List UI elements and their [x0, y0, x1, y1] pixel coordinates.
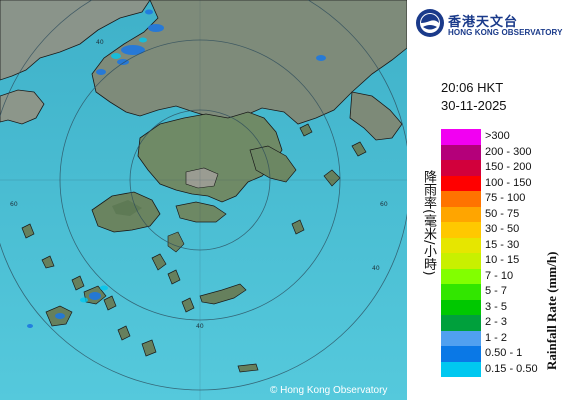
- ring-label: 40: [96, 39, 104, 46]
- legend-swatch: [441, 206, 481, 222]
- hko-emblem-icon: [416, 9, 444, 37]
- observation-date: 30-11-2025: [441, 98, 507, 113]
- legend-range-label: 7 - 10: [485, 269, 514, 282]
- org-name-en: HONG KONG OBSERVATORY: [448, 28, 563, 37]
- legend-swatch: [441, 284, 481, 300]
- legend-range-label: 100 - 150: [485, 176, 532, 189]
- legend-swatch: [441, 237, 481, 253]
- legend-range-label: 10 - 15: [485, 254, 520, 266]
- legend-swatch: [441, 299, 481, 315]
- legend-swatch: [441, 315, 481, 331]
- legend-swatch: [441, 175, 481, 191]
- legend-swatch: [441, 144, 481, 160]
- legend-range-label: 30 - 50: [485, 223, 520, 235]
- radar-map: 40 40 60 60 40 © Hong Kong Observatory: [0, 0, 407, 400]
- legend-swatch: [441, 253, 481, 269]
- legend-range-label: 3 - 5: [485, 300, 508, 313]
- legend-range-label: 15 - 30: [485, 238, 520, 251]
- info-panel: 香港天文台 HONG KONG OBSERVATORY 20:06 HKT 30…: [407, 0, 577, 400]
- peninsula-east: [349, 91, 403, 141]
- hko-logo: 香港天文台 HONG KONG OBSERVATORY: [415, 6, 575, 40]
- legend-range-label: 0.15 - 0.50: [485, 362, 538, 375]
- mainland-west-lower: [0, 89, 45, 125]
- light-rain-echoes: [80, 37, 147, 303]
- legend-range-label: 2 - 3: [485, 316, 508, 328]
- org-name-cn: 香港天文台: [448, 15, 519, 30]
- legend-swatch: [441, 330, 481, 346]
- legend-swatch: [441, 191, 481, 207]
- legend-swatch: [441, 129, 481, 145]
- radar-map-svg: 40 40 60 60 40: [0, 0, 407, 400]
- new-territories: [137, 111, 283, 203]
- legend-swatch: [441, 268, 481, 284]
- legend-swatch: [441, 361, 481, 377]
- legend-range-label: 0.50 - 1: [485, 347, 523, 359]
- kowloon: [185, 167, 219, 189]
- ring-label: 40: [372, 265, 380, 272]
- sai-kung: [249, 145, 297, 183]
- legend-range-label: 200 - 300: [485, 145, 532, 158]
- ring-label: 40: [196, 323, 204, 330]
- coordinate-grid: [0, 0, 407, 400]
- mainland-west: [0, 0, 151, 81]
- outlying-islands: [21, 123, 367, 373]
- lantau-peak: [112, 200, 142, 216]
- range-rings: [0, 0, 407, 391]
- legend-swatch: [441, 222, 481, 238]
- hong-kong-island: [175, 201, 227, 223]
- observation-time: 20:06 HKT: [441, 80, 504, 95]
- legend-range-label: 1 - 2: [485, 331, 508, 344]
- legend-range-label: 50 - 75: [485, 207, 520, 220]
- legend-range-label: 5 - 7: [485, 285, 508, 297]
- rain-echoes: [27, 9, 326, 328]
- legend-range-label: >300: [485, 130, 510, 142]
- ring-label: 60: [380, 201, 388, 208]
- legend-swatch: [441, 346, 481, 362]
- legend-range-label: 75 - 100: [485, 192, 526, 204]
- copyright-notice: © Hong Kong Observatory: [270, 385, 388, 396]
- ring-label: 60: [10, 201, 18, 208]
- legend-range-label: 150 - 200: [485, 161, 532, 173]
- legend-title-cn: 降雨率(毫米/小時): [421, 170, 436, 276]
- legend-title-en: Rainfall Rate (mm/h): [544, 251, 559, 370]
- legend-swatch: [441, 160, 481, 176]
